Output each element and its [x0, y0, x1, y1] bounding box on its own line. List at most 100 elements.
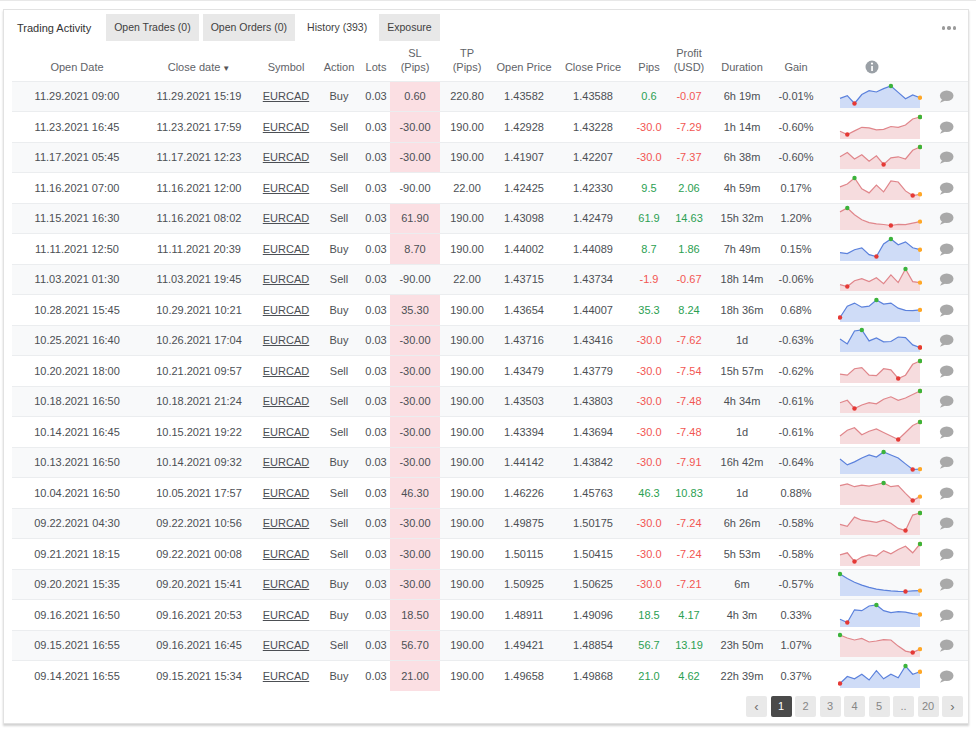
col-header-close-date[interactable]: Close date▼: [142, 41, 256, 81]
cell-close-price: 1.43228: [554, 112, 632, 143]
col-header-open-price[interactable]: Open Price: [494, 41, 554, 81]
comment-icon[interactable]: [938, 517, 954, 530]
cell-profit: -7.24: [666, 508, 712, 539]
cell-gain: 0.88%: [772, 478, 820, 509]
comment-icon[interactable]: [938, 121, 954, 134]
cell-spark: [820, 508, 924, 539]
comment-icon[interactable]: [938, 304, 954, 317]
col-header-close-price[interactable]: Close Price: [554, 41, 632, 81]
pagination-page-5[interactable]: 5: [869, 696, 890, 717]
comment-icon[interactable]: [938, 670, 954, 683]
symbol-link[interactable]: EURCAD: [263, 273, 309, 285]
cell-profit: -7.62: [666, 325, 712, 356]
comment-icon[interactable]: [938, 548, 954, 561]
pagination-page-4[interactable]: 4: [844, 696, 865, 717]
symbol-link[interactable]: EURCAD: [263, 243, 309, 255]
cell-open-date: 10.13.2021 16:50: [12, 447, 142, 478]
comment-icon[interactable]: [938, 151, 954, 164]
symbol-link[interactable]: EURCAD: [263, 365, 309, 377]
comment-icon[interactable]: [938, 639, 954, 652]
symbol-link[interactable]: EURCAD: [263, 426, 309, 438]
cell-close-price: 1.42330: [554, 173, 632, 204]
col-header-symbol[interactable]: Symbol: [256, 41, 316, 81]
symbol-link[interactable]: EURCAD: [263, 212, 309, 224]
symbol-link[interactable]: EURCAD: [263, 90, 309, 102]
symbol-link[interactable]: EURCAD: [263, 151, 309, 163]
cell-pips: 46.3: [632, 478, 666, 509]
symbol-link[interactable]: EURCAD: [263, 334, 309, 346]
cell-comment: [924, 234, 968, 265]
cell-action: Sell: [316, 173, 362, 204]
cell-duration: 1h 14m: [712, 112, 772, 143]
cell-symbol: EURCAD: [256, 81, 316, 112]
symbol-link[interactable]: EURCAD: [263, 121, 309, 133]
symbol-link[interactable]: EURCAD: [263, 639, 309, 651]
symbol-link[interactable]: EURCAD: [263, 548, 309, 560]
cell-duration: 7h 49m: [712, 234, 772, 265]
cell-open-price: 1.44142: [494, 447, 554, 478]
symbol-link[interactable]: EURCAD: [263, 487, 309, 499]
cell-close-date: 11.29.2021 15:19: [142, 81, 256, 112]
cell-close-price: 1.43803: [554, 386, 632, 417]
cell-comment: [924, 112, 968, 143]
pagination-next[interactable]: ›: [942, 696, 963, 717]
symbol-link[interactable]: EURCAD: [263, 182, 309, 194]
comment-icon[interactable]: [938, 487, 954, 500]
col-header-duration[interactable]: Duration: [712, 41, 772, 81]
col-header-lots[interactable]: Lots: [362, 41, 390, 81]
cell-close-price: 1.49868: [554, 661, 632, 692]
cell-comment: [924, 508, 968, 539]
comment-icon[interactable]: [938, 182, 954, 195]
comment-icon[interactable]: [938, 426, 954, 439]
tab-history-393[interactable]: History (393): [299, 14, 375, 41]
pagination-prev[interactable]: ‹: [746, 696, 767, 717]
cell-comment: [924, 600, 968, 631]
pagination-page-2[interactable]: 2: [795, 696, 816, 717]
symbol-link[interactable]: EURCAD: [263, 670, 309, 682]
col-header-open-date[interactable]: Open Date: [12, 41, 142, 81]
cell-action: Sell: [316, 142, 362, 173]
col-header-action[interactable]: Action: [316, 41, 362, 81]
symbol-link[interactable]: EURCAD: [263, 395, 309, 407]
cell-sl: -90.00: [390, 173, 440, 204]
comment-icon[interactable]: [938, 609, 954, 622]
cell-action: Sell: [316, 386, 362, 417]
cell-close-price: 1.49096: [554, 600, 632, 631]
tab-open-trades-0[interactable]: Open Trades (0): [106, 14, 198, 41]
comment-icon[interactable]: [938, 273, 954, 286]
cell-tp: 190.00: [440, 661, 494, 692]
comment-icon[interactable]: [938, 334, 954, 347]
symbol-link[interactable]: EURCAD: [263, 609, 309, 621]
symbol-link[interactable]: EURCAD: [263, 578, 309, 590]
info-icon[interactable]: [865, 60, 879, 74]
comment-icon[interactable]: [938, 578, 954, 591]
col-header-pips[interactable]: Pips: [632, 41, 666, 81]
pagination-page-1[interactable]: 1: [771, 696, 792, 717]
symbol-link[interactable]: EURCAD: [263, 517, 309, 529]
symbol-link[interactable]: EURCAD: [263, 304, 309, 316]
comment-icon[interactable]: [938, 365, 954, 378]
pagination-page-20[interactable]: 20: [918, 696, 939, 717]
tab-exposure[interactable]: Exposure: [379, 14, 439, 41]
tab-open-orders-0[interactable]: Open Orders (0): [203, 14, 295, 41]
cell-lots: 0.03: [362, 142, 390, 173]
pagination-page-3[interactable]: 3: [820, 696, 841, 717]
pagination-page-..[interactable]: ..: [893, 696, 914, 717]
comment-icon[interactable]: [938, 456, 954, 469]
comment-icon[interactable]: [938, 90, 954, 103]
cell-sl: -30.00: [390, 356, 440, 387]
cell-duration: 22h 39m: [712, 661, 772, 692]
trade-row: 10.14.2021 16:4510.15.2021 19:22EURCADSe…: [12, 417, 968, 448]
trade-sparkline: [838, 83, 922, 109]
col-header-profit[interactable]: Profit (USD): [666, 41, 712, 81]
comment-icon[interactable]: [938, 212, 954, 225]
symbol-link[interactable]: EURCAD: [263, 456, 309, 468]
col-header-gain[interactable]: Gain: [772, 41, 820, 81]
cell-close-date: 09.22.2021 10:56: [142, 508, 256, 539]
comment-icon[interactable]: [938, 395, 954, 408]
cell-close-date: 09.16.2021 16:45: [142, 630, 256, 661]
col-header-sl[interactable]: SL (Pips): [390, 41, 440, 81]
col-header-tp[interactable]: TP (Pips): [440, 41, 494, 81]
more-options-icon[interactable]: [938, 22, 961, 34]
comment-icon[interactable]: [938, 243, 954, 256]
